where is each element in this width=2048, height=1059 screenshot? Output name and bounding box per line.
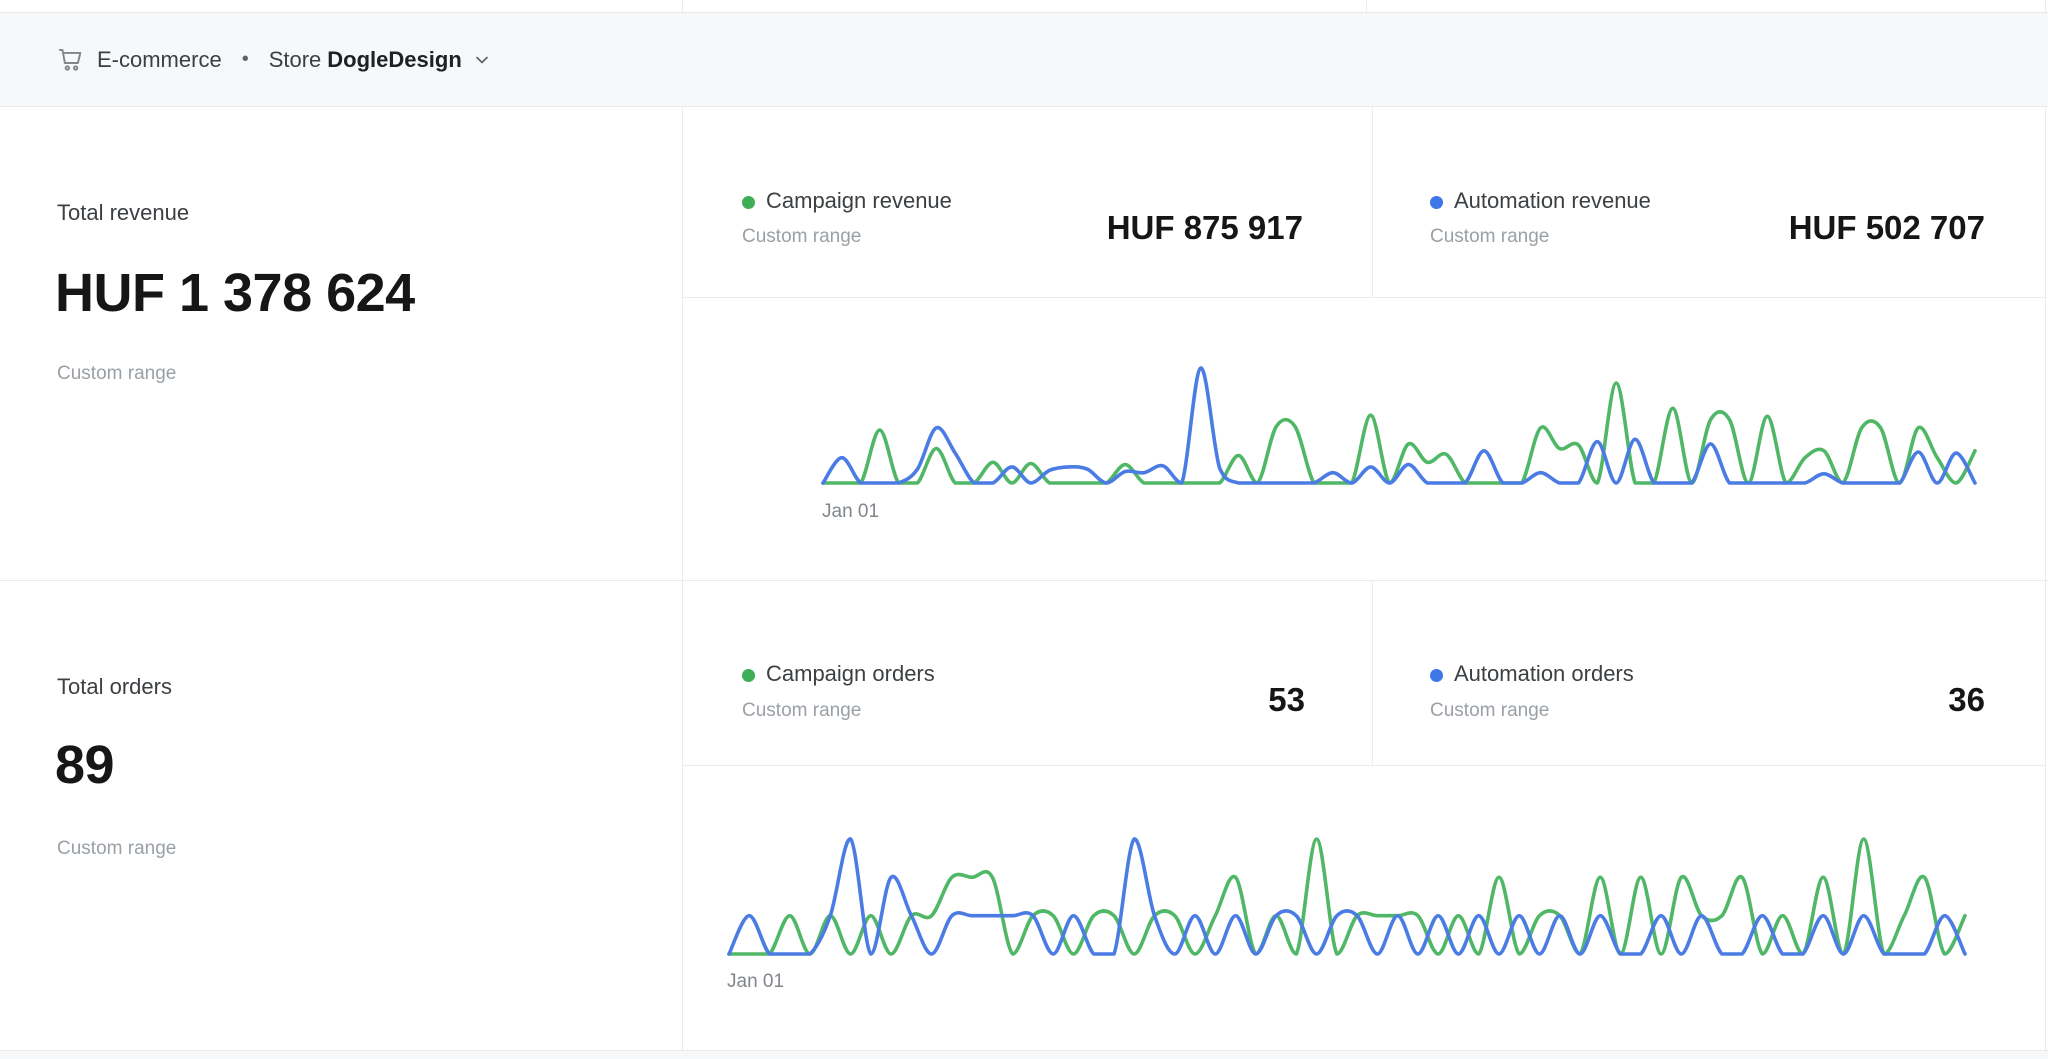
chevron-down-icon [475,56,488,63]
series-campaign-revenue [821,381,1977,485]
divider [682,0,683,12]
orders-chart-x-tick: Jan 01 [727,971,785,992]
store-name: DogleDesign [327,46,462,72]
divider [1366,0,1367,12]
campaign-orders-range: Custom range [742,700,862,721]
automation-orders-value: 36 [1948,681,1985,718]
automation-revenue-range: Custom range [1430,226,1550,247]
bottom-strip [0,1050,2048,1059]
automation-revenue-label: Automation revenue [1454,188,1651,213]
total-revenue-value: HUF 1 378 624 [55,263,415,323]
series-automation-orders [727,837,1967,956]
divider [1372,581,1373,765]
series-automation-revenue [821,366,1977,485]
automation-orders-dot [1430,669,1443,682]
divider [0,580,2048,581]
campaign-revenue-label: Campaign revenue [766,188,952,213]
divider [2045,0,2046,12]
store-selector[interactable]: Store DogleDesign [269,47,492,73]
total-orders-range: Custom range [57,838,177,859]
top-strip [0,0,2048,13]
breadcrumb-separator: • [241,48,249,70]
automation-revenue-value: HUF 502 707 [1788,209,1985,246]
divider [682,107,683,1050]
automation-orders-range: Custom range [1430,700,1550,721]
store-prefix-label: Store [268,46,322,72]
total-revenue-label: Total revenue [57,200,190,225]
total-orders-label: Total orders [57,674,172,699]
breadcrumb-section-label: E-commerce [97,46,222,72]
campaign-orders-dot [742,669,755,682]
campaign-revenue-range: Custom range [742,226,862,247]
divider [683,297,2045,298]
cart-icon [58,48,82,71]
automation-revenue-dot [1430,196,1443,209]
section-header-bar: E-commerce • Store DogleDesign [0,13,2048,107]
campaign-orders-label: Campaign orders [766,661,935,686]
campaign-revenue-value: HUF 875 917 [1106,209,1303,246]
divider [683,765,2045,766]
campaign-orders-value: 53 [1268,681,1305,718]
revenue-chart[interactable] [821,364,1977,486]
campaign-revenue-dot [742,196,755,209]
revenue-chart-x-tick: Jan 01 [822,501,880,522]
divider [1372,107,1373,297]
divider [2045,107,2046,1050]
orders-chart[interactable] [727,835,1967,957]
series-campaign-orders [727,837,1967,956]
automation-orders-label: Automation orders [1454,661,1634,686]
total-revenue-range: Custom range [57,363,177,384]
total-orders-value: 89 [55,735,115,795]
